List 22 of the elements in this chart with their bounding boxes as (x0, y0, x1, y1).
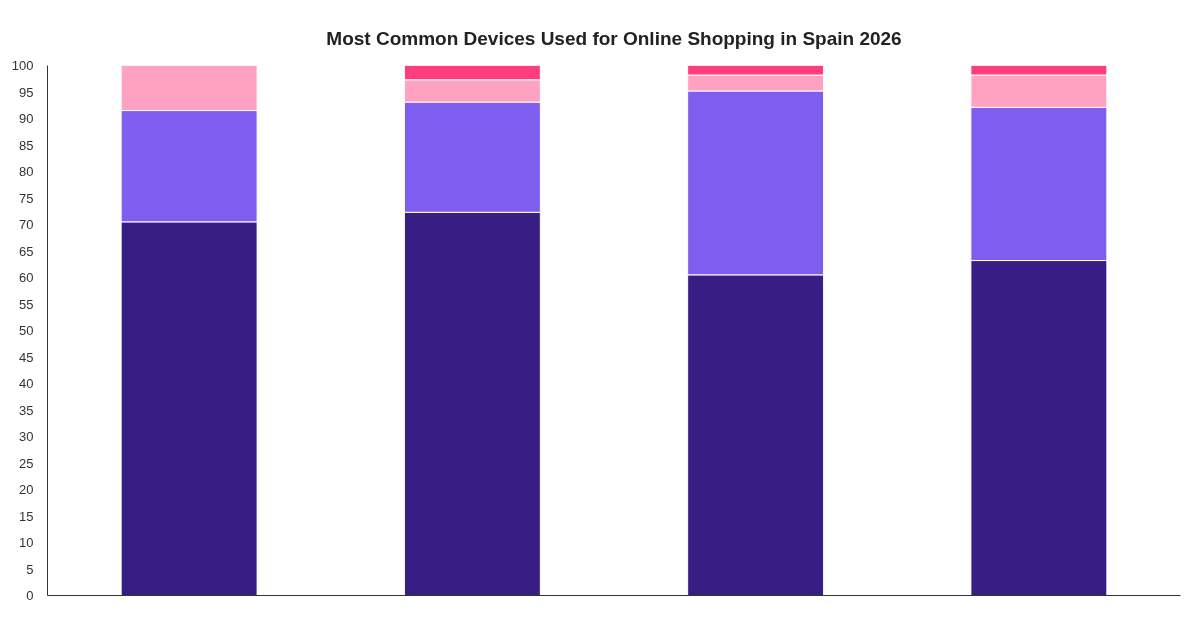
y-tick-label: 80 (19, 164, 34, 179)
y-tick-label: 100 (11, 58, 34, 73)
y-tick-label: 65 (19, 243, 34, 259)
y-tick-label: 0 (26, 588, 34, 603)
y-tick-label: 85 (19, 137, 34, 153)
y-tick-label: 75 (19, 190, 34, 206)
y-tick-label: 55 (19, 296, 34, 312)
y-tick-label: 30 (19, 429, 34, 444)
y-tick-label: 35 (19, 402, 34, 418)
y-tick-label: 95 (19, 84, 34, 100)
y-tick-label: 90 (19, 111, 34, 126)
y-tick-label: 45 (19, 349, 34, 365)
chart-title: Most Common Devices Used for Online Shopping in Spain 2026 (326, 27, 902, 49)
y-tick-label: 40 (19, 376, 34, 391)
y-tick-label: 70 (19, 217, 34, 232)
y-tick-label: 10 (19, 535, 34, 550)
y-tick-label: 60 (19, 270, 34, 285)
y-tick-label: 5 (26, 561, 34, 577)
y-tick-label: 15 (19, 508, 34, 524)
y-tick-label: 25 (19, 455, 34, 471)
y-tick-label: 20 (19, 482, 34, 497)
y-tick-label: 50 (19, 323, 34, 338)
